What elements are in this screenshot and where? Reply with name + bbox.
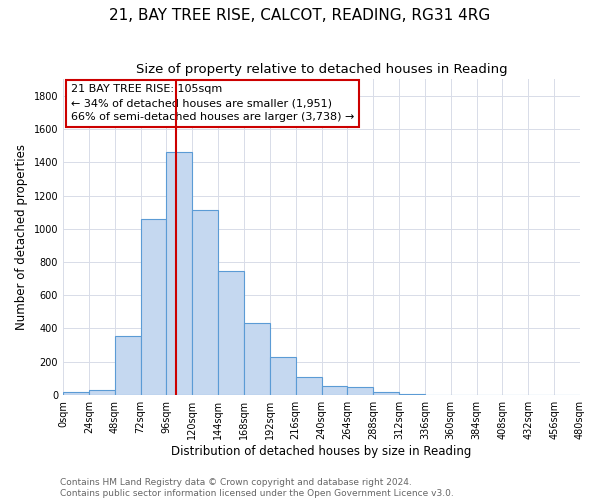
Bar — [115, 336, 140, 395]
Bar — [140, 219, 166, 395]
Bar — [322, 386, 347, 395]
Text: 21, BAY TREE RISE, CALCOT, READING, RG31 4RG: 21, BAY TREE RISE, CALCOT, READING, RG31… — [109, 8, 491, 22]
Title: Size of property relative to detached houses in Reading: Size of property relative to detached ho… — [136, 62, 508, 76]
X-axis label: Distribution of detached houses by size in Reading: Distribution of detached houses by size … — [172, 444, 472, 458]
Bar — [373, 392, 399, 395]
Bar — [89, 390, 115, 395]
Bar — [63, 392, 89, 395]
Text: Contains HM Land Registry data © Crown copyright and database right 2024.
Contai: Contains HM Land Registry data © Crown c… — [60, 478, 454, 498]
Bar — [399, 394, 425, 395]
Y-axis label: Number of detached properties: Number of detached properties — [15, 144, 28, 330]
Bar — [296, 376, 322, 395]
Bar — [192, 210, 218, 395]
Bar — [166, 152, 192, 395]
Bar — [270, 358, 296, 395]
Bar — [244, 322, 270, 395]
Bar — [347, 386, 373, 395]
Text: 21 BAY TREE RISE: 105sqm
← 34% of detached houses are smaller (1,951)
66% of sem: 21 BAY TREE RISE: 105sqm ← 34% of detach… — [71, 84, 354, 122]
Bar — [218, 271, 244, 395]
